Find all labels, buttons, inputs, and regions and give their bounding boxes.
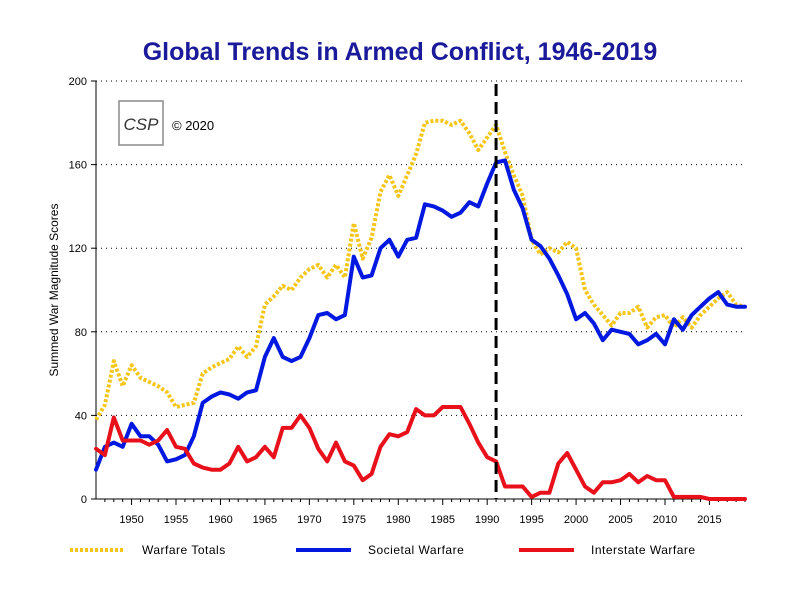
x-tick-label-1980: 1980 <box>386 514 410 526</box>
logo-frame <box>118 100 164 146</box>
legend-label-warfare-totals: Warfare Totals <box>142 543 226 557</box>
copyright-text: © 2020 <box>172 118 214 133</box>
x-tick-label-1965: 1965 <box>253 514 277 526</box>
y-tick-label-200: 200 <box>69 76 87 88</box>
x-tick-label-2005: 2005 <box>608 514 632 526</box>
x-tick-label-1995: 1995 <box>519 514 543 526</box>
legend-label-societal-warfare: Societal Warfare <box>368 543 464 557</box>
csp-logo: CSP <box>118 100 164 146</box>
x-tick-label-1950: 1950 <box>119 514 143 526</box>
x-tick-label-1970: 1970 <box>297 514 321 526</box>
series-line-warfare-totals <box>94 118 746 421</box>
chart-title: Global Trends in Armed Conflict, 1946-20… <box>143 38 658 66</box>
x-tick-label-2000: 2000 <box>564 514 588 526</box>
x-tick-label-1960: 1960 <box>208 514 232 526</box>
y-tick-label-40: 40 <box>75 410 87 422</box>
x-tick-label-2015: 2015 <box>697 514 721 526</box>
x-tick-label-2010: 2010 <box>653 514 677 526</box>
x-tick-label-1990: 1990 <box>475 514 499 526</box>
y-tick-label-80: 80 <box>75 327 87 339</box>
series-line-societal-warfare <box>94 158 747 472</box>
grid-lines <box>96 80 745 416</box>
x-tick-label-1975: 1975 <box>342 514 366 526</box>
logo-text: CSP <box>124 115 160 134</box>
legend-label-interstate-warfare: Interstate Warfare <box>591 543 696 557</box>
y-tick-label-160: 160 <box>69 160 87 172</box>
y-tick-label-0: 0 <box>81 494 87 506</box>
series <box>94 118 747 501</box>
series-line-interstate-warfare <box>94 405 747 501</box>
legend: Warfare Totals Societal Warfare Interstate… <box>70 543 696 557</box>
y-tick-label-120: 120 <box>69 243 87 255</box>
axes: 0 40 80 120 160 200 1950 1955 1960 1965 1970 1975 19… <box>69 76 746 526</box>
y-axis-label: Summed War Magnitude Scores <box>47 204 61 377</box>
x-tick-label-1985: 1985 <box>430 514 454 526</box>
x-tick-label-1955: 1955 <box>164 514 188 526</box>
